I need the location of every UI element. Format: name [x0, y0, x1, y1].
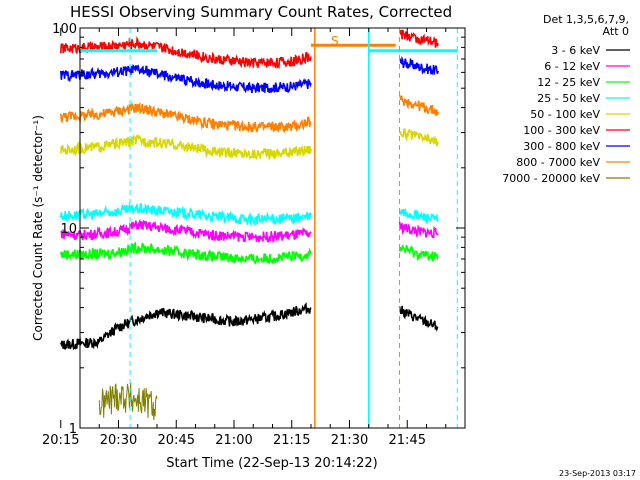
series-line-100-300-kev-1 — [398, 29, 439, 48]
vertical-markers — [129, 28, 458, 428]
series-7000-20000-kev — [98, 382, 158, 421]
y-tick-label-1: 10 — [60, 222, 77, 237]
series-6-12-kev — [60, 218, 439, 244]
axis-ticks: 20:15 20:30 20:45 21:00 21:15 21:30 21:45 1 10 10… — [42, 22, 465, 448]
legend-label-6-12-kev: 6 - 12 keV — [544, 60, 600, 73]
series-line-300-800-kev-1 — [399, 55, 439, 76]
series-line-100-300-kev-0 — [60, 35, 312, 70]
series-line-800-7000-kev-1 — [398, 95, 439, 116]
series-line-6-12-kev-0 — [60, 218, 312, 244]
x-axis-label: Start Time (22-Sep-13 20:14:22) — [166, 456, 377, 471]
plot-area — [60, 29, 458, 421]
series-100-300-kev — [60, 29, 439, 70]
legend-label-300-800-kev: 300 - 800 keV — [523, 140, 600, 153]
legend-label-100-300-kev: 100 - 300 keV — [523, 124, 600, 137]
legend-label-25-50-kev: 25 - 50 keV — [537, 92, 600, 105]
series-line-800-7000-kev-0 — [60, 101, 312, 134]
x-tick-label-1: 20:30 — [100, 433, 137, 448]
x-tick-label-5: 21:30 — [331, 433, 368, 448]
series-line-300-800-kev-0 — [60, 63, 312, 94]
x-tick-label-0: 20:15 — [42, 433, 79, 448]
series-line-3-6-kev-0 — [60, 302, 312, 351]
series-300-800-kev — [60, 55, 439, 94]
legend-label-12-25-kev: 12 - 25 keV — [537, 76, 600, 89]
series-line-12-25-kev-0 — [60, 241, 312, 266]
legend: Det 1,3,5,6,7,9,Att 03 - 6 keV 6 - 12 keV… — [502, 13, 630, 185]
series-line-3-6-kev-1 — [398, 305, 439, 332]
series-800-7000-kev — [60, 95, 439, 134]
series-line-25-50-kev-0 — [60, 202, 312, 227]
legend-title-line-0: Det 1,3,5,6,7,9, — [543, 13, 629, 26]
x-tick-label-6: 21:45 — [389, 433, 426, 448]
x-tick-label-4: 21:15 — [273, 433, 310, 448]
legend-label-7000-20000-kev: 7000 - 20000 keV — [502, 172, 600, 185]
legend-label-50-100-kev: 50 - 100 keV — [530, 108, 600, 121]
legend-label-800-7000-kev: 800 - 7000 keV — [516, 156, 600, 169]
y-axis-label: Corrected Count Rate (s⁻¹ detector⁻¹) — [31, 115, 45, 341]
series-3-6-kev — [60, 302, 439, 351]
y-tick-label-0: 1 — [69, 422, 77, 437]
series-line-50-100-kev-0 — [60, 133, 312, 161]
series-25-50-kev — [60, 202, 439, 227]
footer-timestamp: 23-Sep-2013 03:17 — [559, 469, 636, 478]
legend-title-line-1: Att 0 — [603, 25, 629, 38]
x-tick-label-3: 21:00 — [215, 433, 252, 448]
y-tick-label-2: 100 — [52, 22, 77, 37]
series-line-12-25-kev-1 — [398, 243, 439, 262]
series-line-25-50-kev-1 — [398, 207, 439, 225]
chart-title: HESSI Observing Summary Count Rates, Cor… — [70, 3, 452, 21]
series-line-7000-20000-kev-0 — [98, 382, 158, 421]
series-50-100-kev — [60, 127, 439, 161]
flag-label-s: S — [331, 34, 339, 48]
series-12-25-kev — [60, 241, 439, 266]
series-line-50-100-kev-1 — [398, 127, 439, 147]
x-tick-label-2: 20:45 — [158, 433, 195, 448]
legend-label-3-6-kev: 3 - 6 keV — [551, 44, 600, 57]
series-line-6-12-kev-1 — [398, 221, 439, 239]
